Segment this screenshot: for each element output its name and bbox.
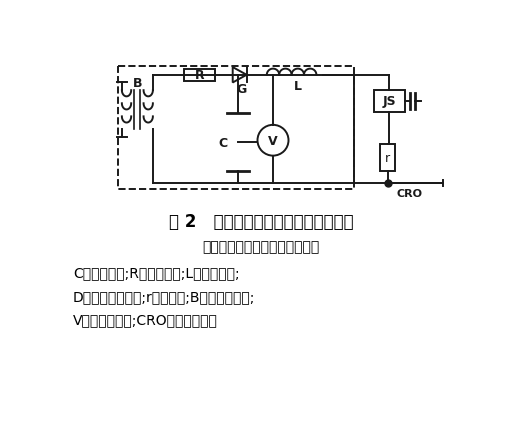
Text: L: L — [293, 80, 301, 93]
Text: （虚线框内为冲击电流发生器）: （虚线框内为冲击电流发生器） — [203, 240, 319, 254]
Bar — [118, 67, 354, 189]
Circle shape — [257, 126, 288, 156]
Text: CRO: CRO — [395, 188, 421, 198]
Text: B: B — [132, 77, 142, 90]
Bar — [184, 70, 214, 82]
Text: C一充电电容;R一充电电阻;L一阻尼电感;: C一充电电容;R一充电电阻;L一阻尼电感; — [73, 266, 239, 280]
Bar — [379, 145, 394, 172]
Polygon shape — [232, 68, 246, 83]
Text: G: G — [236, 83, 247, 96]
Text: C: C — [218, 136, 227, 149]
Text: D一整流硅二极管;r一分流器;B一试验变压器;: D一整流硅二极管;r一分流器;B一试验变压器; — [73, 289, 255, 303]
Text: JS: JS — [382, 95, 395, 108]
Bar — [373, 91, 404, 113]
Text: r: r — [384, 152, 389, 165]
Text: R: R — [194, 69, 204, 82]
Text: 图 2   标准冲击电流检测法的原理接线: 图 2 标准冲击电流检测法的原理接线 — [168, 212, 353, 230]
Text: V: V — [268, 134, 277, 148]
Text: V一静电电压表;CRO一高压示波器: V一静电电压表;CRO一高压示波器 — [73, 312, 217, 326]
